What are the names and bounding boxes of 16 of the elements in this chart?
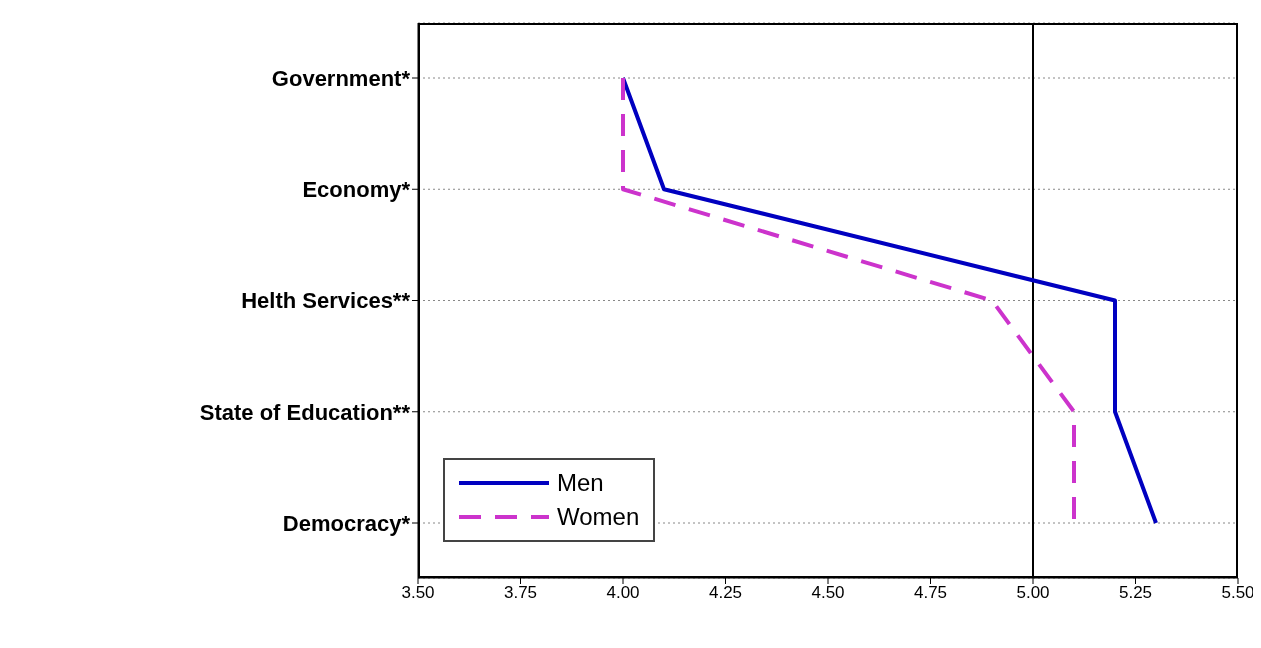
x-tick-label: 5.50 <box>1221 583 1255 603</box>
y-tick-label: Government* <box>271 65 411 91</box>
x-tick-label: 5.25 <box>1118 583 1153 603</box>
y-tick-label: Helth Services** <box>241 288 411 314</box>
x-tick-label: 4.25 <box>708 583 743 603</box>
legend-label: Women <box>557 503 640 531</box>
x-tick-label: 3.75 <box>503 583 538 603</box>
y-tick-label: Democracy* <box>282 510 411 536</box>
x-tick-label: 4.50 <box>811 583 845 603</box>
x-tick-label: 4.00 <box>606 583 640 603</box>
x-tick-label: 4.75 <box>913 583 948 603</box>
y-tick-label: State of Education** <box>199 399 411 425</box>
y-tick-label: Economy* <box>302 177 411 203</box>
legend-label: Men <box>557 469 604 497</box>
x-tick-label: 3.50 <box>401 583 435 603</box>
x-tick-label: 5.00 <box>1016 583 1050 603</box>
